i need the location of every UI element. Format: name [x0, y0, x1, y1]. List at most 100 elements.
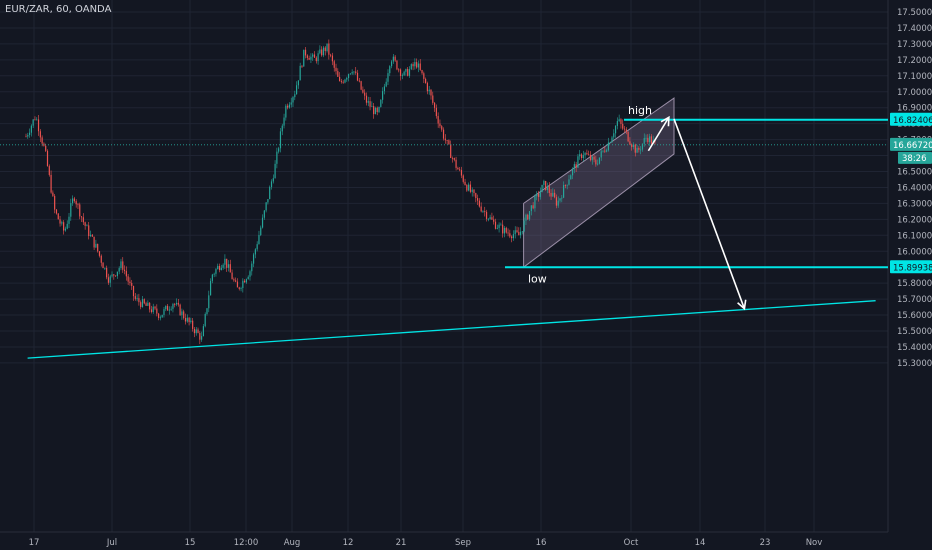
- candle-body: [202, 326, 205, 337]
- candle-body: [28, 132, 31, 135]
- candle-body: [342, 81, 344, 83]
- candle-body: [623, 128, 626, 130]
- candle-body: [473, 189, 475, 194]
- candle-body: [197, 329, 199, 333]
- candle-body: [367, 101, 369, 103]
- candle-body: [416, 62, 418, 68]
- candle-body: [536, 193, 538, 197]
- candle-body: [457, 167, 459, 170]
- candle-body: [97, 243, 99, 252]
- candle-body: [632, 144, 635, 147]
- candle-body: [421, 69, 423, 74]
- y-tick-label: 17.00000: [897, 88, 932, 98]
- candle-body: [159, 317, 161, 319]
- candle-body: [154, 306, 156, 309]
- low-price-badge-bg: [890, 260, 932, 274]
- y-tick-label: 17.30000: [897, 40, 932, 50]
- candle-body: [480, 206, 482, 212]
- candle-body: [86, 225, 88, 227]
- x-tick-label: 17: [29, 538, 40, 548]
- candle-body: [57, 213, 59, 220]
- candle-body: [466, 184, 468, 191]
- candle-body: [267, 199, 269, 203]
- candle-body: [448, 140, 450, 145]
- candle-body: [511, 236, 513, 239]
- candle-body: [181, 311, 183, 316]
- candle-body: [380, 99, 382, 107]
- candle-body: [278, 148, 280, 152]
- candle-body: [414, 62, 416, 67]
- candle-body: [500, 224, 502, 226]
- arrow-head: [737, 299, 747, 311]
- candle-body: [455, 159, 457, 168]
- candle-body: [287, 105, 289, 108]
- candle-body: [387, 73, 389, 82]
- forecast-arrow: [647, 116, 670, 152]
- candle-body: [430, 89, 432, 96]
- y-tick-label: 17.50000: [897, 8, 932, 18]
- candle-body: [48, 166, 50, 175]
- candle-body: [36, 119, 38, 121]
- candle-body: [188, 317, 190, 323]
- candle-body: [138, 298, 140, 303]
- x-tick-label: 12:00: [234, 538, 259, 548]
- candle-body: [73, 198, 75, 202]
- candle-body: [552, 192, 554, 197]
- candle-body: [136, 298, 138, 299]
- candle-body: [61, 222, 63, 224]
- candle-body: [226, 258, 228, 268]
- candle-body: [32, 119, 34, 126]
- candle-body: [190, 320, 192, 323]
- candle-body: [575, 164, 577, 168]
- candle-body: [254, 249, 256, 255]
- candle-body: [507, 232, 509, 234]
- candle-body: [541, 184, 543, 193]
- candle-body: [279, 131, 282, 149]
- candle-body: [292, 97, 294, 103]
- candle-body: [132, 285, 135, 297]
- arrow-head: [660, 115, 670, 127]
- candle-body: [519, 231, 522, 236]
- candle-body: [168, 309, 170, 311]
- y-tick-label: 17.20000: [897, 56, 932, 66]
- candle-body: [591, 156, 593, 161]
- candle-body: [385, 81, 387, 87]
- current-price-badge-bg: [890, 137, 932, 151]
- candle-body: [166, 305, 169, 311]
- candle-body: [68, 216, 70, 224]
- candle-body: [353, 71, 355, 73]
- candle-body: [240, 288, 242, 289]
- candle-body: [602, 150, 604, 152]
- candle-body: [442, 129, 445, 139]
- candle-body: [131, 283, 133, 286]
- candle-body: [550, 192, 552, 197]
- candle-body: [109, 276, 111, 283]
- candle-body: [462, 175, 464, 182]
- candle-body: [46, 150, 49, 167]
- candle-body: [270, 181, 273, 188]
- candle-body: [175, 302, 178, 305]
- candle-body: [256, 244, 258, 250]
- candle-body: [435, 107, 437, 117]
- candle-body: [77, 204, 79, 206]
- candle-body: [487, 218, 489, 220]
- candle-body: [95, 243, 97, 248]
- candle-body: [231, 272, 233, 280]
- candle-body: [213, 273, 215, 275]
- candle-body: [616, 121, 618, 126]
- candle-body: [426, 83, 429, 92]
- candle-body: [378, 106, 380, 112]
- candle-body: [600, 151, 602, 158]
- candle-body: [184, 318, 187, 322]
- candle-body: [172, 304, 174, 309]
- candle-body: [317, 53, 319, 62]
- y-tick-label: 17.10000: [897, 72, 932, 82]
- candle-body: [545, 180, 547, 190]
- candle-body: [208, 295, 210, 309]
- candle-body: [186, 317, 188, 322]
- candle-body: [218, 265, 221, 271]
- candle-body: [193, 328, 196, 334]
- candle-body: [115, 275, 117, 277]
